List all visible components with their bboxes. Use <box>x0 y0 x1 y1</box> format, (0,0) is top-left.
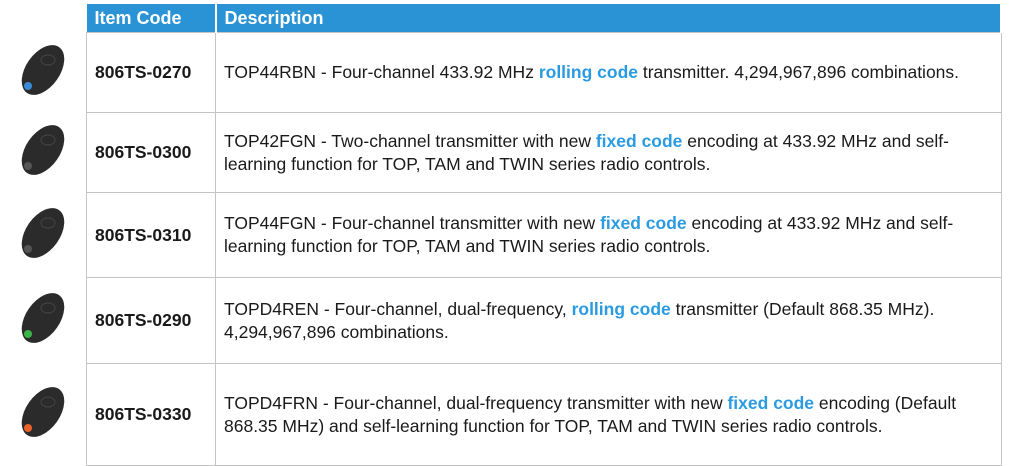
product-image <box>21 293 65 343</box>
description-text: encoding (Default 868.35 MHz) and self-l… <box>224 392 957 436</box>
table-body: 806TS-0270 TOP44RBN - Four-channel 433.92… <box>86 32 1002 466</box>
description-text: encoding at 433.92 MHz and self-learning… <box>224 213 954 256</box>
remote-button <box>40 54 56 66</box>
product-image <box>21 45 65 95</box>
remote-led <box>24 330 32 338</box>
remote-body <box>21 45 65 95</box>
table-row: 806TS-0300 TOP42FGN - Two-channel transmi… <box>86 112 1002 193</box>
table-row: 806TS-0270 TOP44RBN - Four-channel 433.92… <box>86 32 1002 113</box>
description-text: TOPD4REN - Four-channel, dual-frequency, <box>224 298 572 319</box>
description-text: TOPD4FRN - Four-channel, dual-frequency … <box>224 392 728 413</box>
description-text: TOP44FGN - Four-channel transmitter with… <box>224 213 601 233</box>
description-text: transmitter. 4,294,967,896 combinations. <box>638 62 960 82</box>
remote-led <box>24 82 32 90</box>
description-text: transmitter (Default 868.35 MHz). 4,294,… <box>224 298 935 342</box>
header-cell: Item Code <box>86 4 217 33</box>
description: TOP42FGN - Two-channel transmitter with … <box>215 112 1002 193</box>
description-text: TOP42FGN - Two-channel transmitter with … <box>224 130 596 151</box>
remote-led <box>24 244 32 253</box>
product-image <box>21 387 65 437</box>
remote-led <box>24 162 32 170</box>
description-text: TOP44RBN - Four-channel 433.92 MHz <box>224 62 539 82</box>
product-image <box>21 207 65 258</box>
remote-button <box>40 396 56 408</box>
description: TOP44RBN - Four-channel 433.92 MHz rolli… <box>215 32 1002 113</box>
highlight-text: rolling code <box>571 298 671 319</box>
description-text: encoding at 433.92 MHz and self-learning… <box>224 130 949 174</box>
remote-button <box>40 217 56 228</box>
highlight-text: fixed code <box>595 130 683 151</box>
remote-led <box>24 424 32 432</box>
remote-body <box>21 387 65 437</box>
table-row: 806TS-0290 TOPD4REN - Four-channel, dual-… <box>86 277 1002 364</box>
item-code: 806TS-0300 <box>86 112 216 193</box>
table-row: 806TS-0330 TOPD4FRN - Four-channel, dual-… <box>86 363 1002 466</box>
header-cell: Description <box>215 4 1002 33</box>
highlight-text: fixed code <box>727 392 815 413</box>
highlight-text: rolling code <box>538 62 638 82</box>
description: TOPD4REN - Four-channel, dual-frequency,… <box>215 277 1002 364</box>
item-code: 806TS-0330 <box>86 363 216 466</box>
remote-body <box>21 125 65 175</box>
remote-button <box>40 302 56 314</box>
remote-body <box>21 207 65 258</box>
remote-body <box>21 293 65 343</box>
table-row: 806TS-0310 TOP44FGN - Four-channel transm… <box>86 192 1002 278</box>
header-row: Item Code Description <box>86 4 1002 33</box>
remote-button <box>40 134 56 146</box>
item-code: 806TS-0290 <box>86 277 216 364</box>
item-code: 806TS-0310 <box>86 192 216 278</box>
product-image <box>21 125 65 175</box>
description: TOP44FGN - Four-channel transmitter with… <box>215 192 1002 278</box>
product-table: Item Code Description 806TS-0270 TOP44RBN… <box>86 4 1002 466</box>
description: TOPD4FRN - Four-channel, dual-frequency … <box>215 363 1002 466</box>
item-code: 806TS-0270 <box>86 32 216 113</box>
highlight-text: fixed code <box>600 213 687 233</box>
